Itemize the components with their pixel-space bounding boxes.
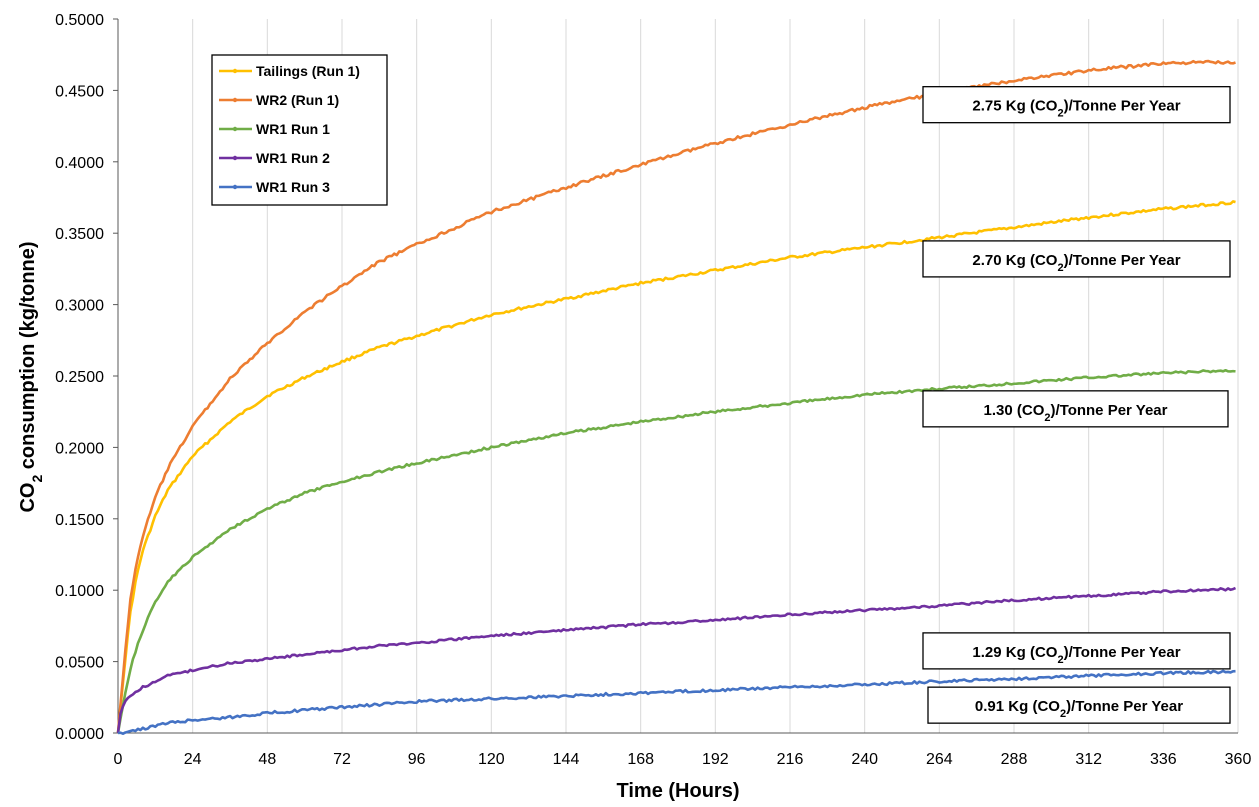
legend-label: WR1 Run 1 [256,121,330,137]
annotation-box [927,686,1231,724]
axes [113,18,1238,734]
y-tick-label: 0.0000 [55,726,104,743]
x-tick-label: 240 [851,751,878,768]
series-line [116,200,1236,734]
tick-labels: 0 24 48 72 96 120 144 168 192 216 240 264 288 312 336 3… [55,12,1251,768]
y-tick-label: 0.1000 [55,583,104,600]
legend-marker [232,126,238,132]
y-axis-label: CO2 consumption (kg/tonne) [17,241,45,512]
x-tick-label: 120 [478,751,505,768]
x-tick-label: 0 [114,751,123,768]
legend-label: WR1 Run 3 [256,179,330,195]
series-line [117,669,1236,736]
legend-label: WR2 (Run 1) [256,92,339,108]
annotation-box [922,390,1229,428]
legend-label: WR1 Run 2 [256,150,330,166]
y-tick-label: 0.2000 [55,440,104,457]
series-line [116,59,1236,734]
annotations: 2.75 Kg (CO2)/Tonne Per Year 2.70 Kg (CO2… [922,86,1231,724]
x-tick-label: 336 [1150,751,1177,768]
x-tick-label: 264 [926,751,953,768]
y-tick-label: 0.3500 [55,226,104,243]
x-axis-label: Time (Hours) [617,780,740,802]
y-tick-label: 0.5000 [55,12,104,29]
annotation-label: 2.75 Kg (CO2)/Tonne Per Year [972,98,1180,120]
annotation-label: 2.70 Kg (CO2)/Tonne Per Year [972,252,1180,274]
legend-marker [232,184,238,190]
x-tick-label: 288 [1001,751,1028,768]
annotation-box [922,240,1231,278]
y-tick-label: 0.4500 [55,83,104,100]
grid [192,19,1239,733]
x-tick-label: 48 [258,751,276,768]
annotation-label: 1.29 Kg (CO2)/Tonne Per Year [972,644,1180,666]
annotation-label: 0.91 Kg (CO2)/Tonne Per Year [975,698,1183,720]
x-tick-label: 192 [702,751,729,768]
annotation-label: 1.30 (CO2)/Tonne Per Year [984,402,1168,424]
series-line [116,368,1236,734]
legend: Tailings (Run 1) WR2 (Run 1) WR1 Run 1 WR1 … [211,54,388,206]
x-tick-label: 144 [553,751,580,768]
series-line [116,586,1237,734]
x-tick-label: 312 [1075,751,1102,768]
y-tick-label: 0.4000 [55,155,104,172]
y-tick-label: 0.1500 [55,512,104,529]
legend-marker [232,68,238,74]
x-tick-label: 96 [408,751,426,768]
annotation-box [922,632,1231,670]
x-tick-label: 216 [777,751,804,768]
x-tick-label: 24 [184,751,202,768]
x-tick-label: 168 [627,751,654,768]
y-tick-label: 0.2500 [55,369,104,386]
legend-marker [232,97,238,103]
y-tick-label: 0.0500 [55,655,104,672]
series-lines [116,59,1237,736]
x-tick-label: 360 [1225,751,1252,768]
annotation-box [922,86,1231,124]
x-tick-label: 72 [333,751,351,768]
legend-label: Tailings (Run 1) [256,63,360,79]
y-tick-label: 0.3000 [55,298,104,315]
legend-marker [232,155,238,161]
